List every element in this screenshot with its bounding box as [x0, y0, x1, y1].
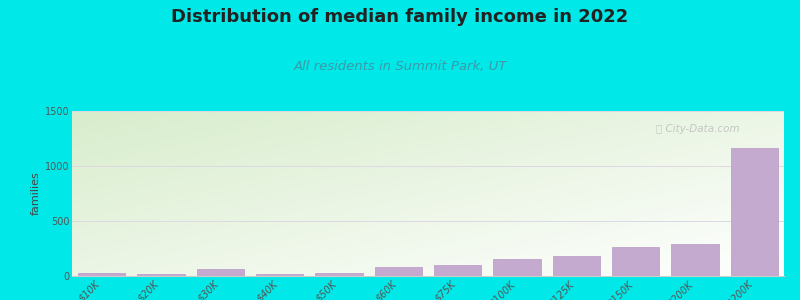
Bar — [494, 259, 541, 276]
Bar — [197, 269, 244, 276]
Bar — [374, 267, 422, 276]
Text: Distribution of median family income in 2022: Distribution of median family income in … — [171, 8, 629, 26]
Bar — [671, 244, 718, 276]
Y-axis label: families: families — [30, 172, 41, 215]
Bar — [78, 273, 126, 276]
Bar — [256, 274, 303, 276]
Bar — [612, 247, 659, 276]
Bar — [434, 265, 482, 276]
Bar — [138, 274, 185, 276]
Bar — [315, 273, 362, 276]
Bar — [553, 256, 600, 276]
Bar — [730, 148, 778, 276]
Text: All residents in Summit Park, UT: All residents in Summit Park, UT — [294, 60, 506, 73]
Text: ⓘ City-Data.com: ⓘ City-Data.com — [656, 124, 739, 134]
